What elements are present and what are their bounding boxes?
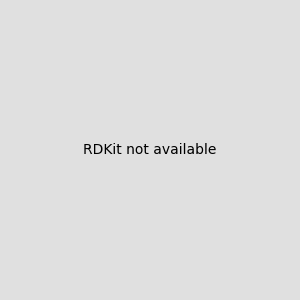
Text: RDKit not available: RDKit not available xyxy=(83,143,217,157)
